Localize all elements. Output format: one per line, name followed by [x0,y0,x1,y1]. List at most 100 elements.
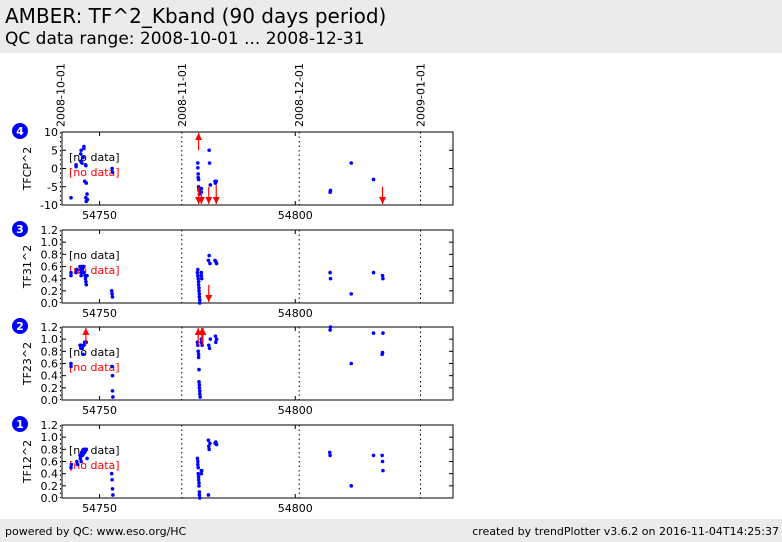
panel-marker-number: 3 [16,223,24,236]
no-data-label: [no data] [69,346,120,359]
y-tick-label: 10 [44,126,58,139]
data-point [79,148,83,153]
data-point [69,465,73,470]
data-point [197,298,202,302]
panel-marker-number: 1 [16,418,24,431]
data-point [381,276,385,281]
data-point [79,459,83,464]
data-point [197,389,202,393]
data-point [214,337,219,341]
data-point [381,331,385,335]
no-data-label-outlier: [no data] [69,361,120,374]
plot-frame [61,326,454,401]
data-point [380,459,385,464]
y-tick-label: 5 [51,144,58,157]
data-point [199,468,204,473]
data-point [83,276,88,281]
data-point [110,373,115,378]
panel-marker-badge [12,318,28,334]
outlier-arrow [212,184,220,204]
data-point [196,161,200,165]
data-point [327,450,332,455]
data-point [371,177,376,182]
data-point [196,349,201,354]
data-point [199,186,204,191]
outlier-arrow [205,186,213,204]
data-point [75,267,79,272]
data-point [110,170,115,174]
y-tick-label: 0.0 [41,394,59,407]
y-axis-label: TFCP^2 [21,147,34,192]
data-point [196,352,201,357]
data-point [84,447,89,452]
data-point [199,276,204,281]
outlier-arrow-head [195,133,203,140]
data-point [196,282,201,287]
data-point [196,276,201,281]
panel-3: 1.21.00.80.60.40.20.0 54750 54800 TF31^2 3 [n… [12,221,454,320]
data-point [214,340,218,345]
y-axis-label: TF23^2 [21,342,34,386]
outlier-arrow-head [199,328,207,335]
data-point [349,161,354,165]
data-point [197,301,202,305]
y-tick-label: 0.6 [41,456,59,469]
data-point [328,188,333,193]
no-data-label: [no data] [69,249,120,262]
data-point [206,258,211,263]
data-point [110,166,114,171]
data-point [82,264,86,269]
data-point [196,471,201,476]
y-tick-label: -5 [47,181,58,194]
outlier-arrow-head [82,328,90,335]
panel-4: 10 5 0 -5 -10 54750 54800 TFCP^2 4 [no data] [no d… [12,123,454,222]
data-point [207,253,211,258]
data-point [196,462,200,467]
y-tick-label: 0.8 [41,345,59,358]
data-point [197,490,202,494]
data-point [199,471,204,476]
page-footer: powered by QC: www.eso.org/HC created by… [0,519,782,542]
data-point [206,493,211,497]
data-point [208,183,213,187]
outlier-arrow [195,133,203,151]
data-point [371,331,376,335]
x-tick-label: 54800 [278,209,313,222]
x-tick-label: 54750 [82,404,117,417]
page-title: AMBER: TF^2_Kband (90 days period) [5,4,387,28]
outlier-arrow [205,284,213,302]
data-point [84,163,88,168]
data-point [208,261,212,266]
x-tick-label: 54800 [278,307,313,320]
y-tick-label: 0.6 [41,261,59,274]
data-point [110,364,114,369]
data-point [198,395,202,399]
y-tick-label: 0.0 [41,492,59,505]
x-tick-label: 54750 [82,502,117,515]
data-point [328,328,332,332]
data-point [197,367,201,372]
data-point [207,161,212,165]
data-point [79,273,83,278]
data-point [196,267,200,272]
data-point [85,197,90,202]
data-point [380,453,384,458]
data-point [380,350,385,355]
data-point [381,468,385,473]
data-point [208,441,212,446]
date-marker-label: 2008-10-01 [54,63,67,127]
data-point [349,484,354,488]
data-point [82,343,86,348]
y-tick-label: 0.8 [41,248,59,261]
data-point [80,267,85,272]
y-tick-label: 0.4 [41,273,59,286]
data-point [197,292,202,296]
panel-marker-badge [12,221,28,237]
y-axis-label: TF31^2 [21,245,34,289]
y-tick-label: 0.4 [41,468,59,481]
panel-marker-number: 2 [16,320,24,333]
data-point [84,181,89,185]
panel-marker-badge [12,123,28,139]
data-point [197,382,202,387]
data-point [78,456,83,461]
